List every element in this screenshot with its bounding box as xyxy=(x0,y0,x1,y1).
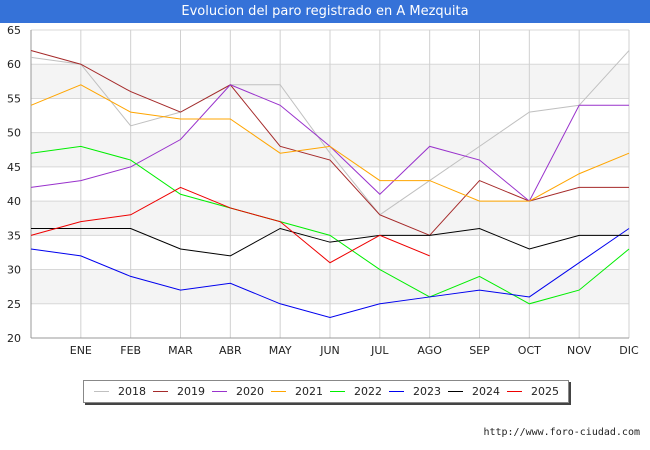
legend-label: 2023 xyxy=(413,385,441,398)
y-tick-label: 35 xyxy=(7,229,21,242)
legend-swatch xyxy=(94,391,109,392)
y-tick-label: 40 xyxy=(7,195,21,208)
y-tick-label: 20 xyxy=(7,332,21,345)
y-tick-label: 30 xyxy=(7,264,21,277)
legend-swatch xyxy=(448,391,463,392)
x-tick-label: ABR xyxy=(219,344,242,357)
source-credit: http://www.foro-ciudad.com xyxy=(483,427,640,438)
legend-label: 2018 xyxy=(118,385,146,398)
legend-label: 2020 xyxy=(236,385,264,398)
series-line-2025 xyxy=(30,186,430,264)
chart-legend: 2018 2019 2020 2021 2022 2023 2024 2025 xyxy=(83,380,569,403)
y-tick-label: 60 xyxy=(7,58,21,71)
legend-label: 2022 xyxy=(354,385,382,398)
x-tick-label: OCT xyxy=(518,344,541,357)
x-tick-label: SEP xyxy=(469,344,490,357)
legend-swatch xyxy=(212,391,227,392)
legend-swatch xyxy=(153,391,168,392)
y-tick-label: 25 xyxy=(7,298,21,311)
x-tick-label: MAY xyxy=(269,344,292,357)
x-tick-label: JUN xyxy=(319,344,340,357)
series-line-2021 xyxy=(30,84,630,202)
legend-label: 2019 xyxy=(177,385,205,398)
x-tick-label: JUL xyxy=(370,344,389,357)
x-tick-label: DIC xyxy=(619,344,639,357)
legend-swatch xyxy=(389,391,404,392)
series-line-2024 xyxy=(31,227,629,257)
chart-title: Evolucion del paro registrado en A Mezqu… xyxy=(0,0,650,23)
y-tick-label: 65 xyxy=(7,24,21,37)
x-tick-label: NOV xyxy=(567,344,592,357)
legend-label: 2025 xyxy=(531,385,559,398)
legend-swatch xyxy=(507,391,522,392)
legend-label: 2021 xyxy=(295,385,323,398)
series-line-2018 xyxy=(30,50,630,216)
x-tick-label: MAR xyxy=(168,344,193,357)
x-tick-label: ENE xyxy=(70,344,92,357)
legend-label: 2024 xyxy=(472,385,500,398)
series-line-2022 xyxy=(30,145,630,305)
legend-swatch xyxy=(271,391,286,392)
y-tick-label: 55 xyxy=(7,92,21,105)
x-tick-label: FEB xyxy=(120,344,141,357)
y-tick-label: 50 xyxy=(7,127,21,140)
y-tick-label: 45 xyxy=(7,161,21,174)
legend-swatch xyxy=(330,391,345,392)
x-tick-label: AGO xyxy=(417,344,442,357)
series-line-2023 xyxy=(30,228,630,318)
